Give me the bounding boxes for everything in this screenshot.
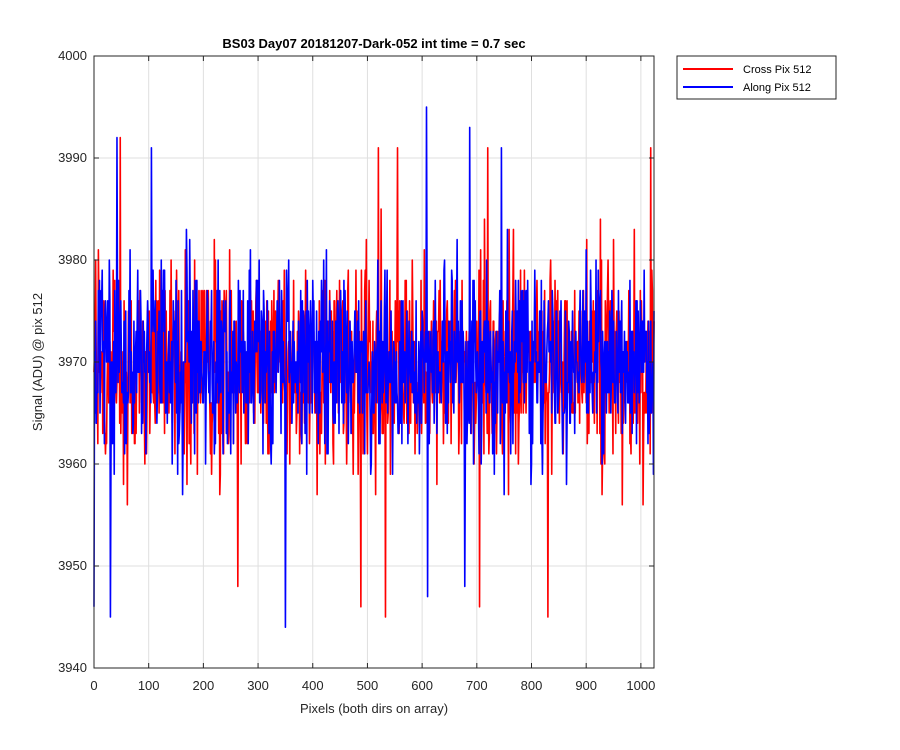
x-tick-label: 700 (466, 678, 488, 693)
y-tick-label: 4000 (58, 48, 87, 63)
chart-title: BS03 Day07 20181207-Dark-052 int time = … (222, 36, 525, 51)
x-tick-label: 300 (247, 678, 269, 693)
legend: Cross Pix 512 Along Pix 512 (676, 55, 837, 100)
x-tick-label: 100 (138, 678, 160, 693)
y-tick-label: 3990 (58, 150, 87, 165)
x-tick-label: 1000 (626, 678, 655, 693)
y-tick-label: 3950 (58, 558, 87, 573)
legend-box (676, 55, 837, 100)
x-tick-label: 600 (411, 678, 433, 693)
x-tick-label: 800 (521, 678, 543, 693)
x-tick-label: 500 (357, 678, 379, 693)
x-tick-label: 900 (575, 678, 597, 693)
y-axis-label: Signal (ADU) @ pix 512 (30, 293, 45, 431)
y-tick-label: 3970 (58, 354, 87, 369)
x-tick-labels: 0 100 200 300 400 500 600 700 800 900 1000 (90, 678, 655, 693)
y-tick-label: 3940 (58, 660, 87, 675)
ticks (93, 55, 654, 669)
y-tick-label: 3980 (58, 252, 87, 267)
x-tick-label: 200 (193, 678, 215, 693)
x-tick-label: 400 (302, 678, 324, 693)
x-axis-label: Pixels (both dirs on array) (300, 701, 448, 716)
x-tick-label: 0 (90, 678, 97, 693)
y-tick-label: 3960 (58, 456, 87, 471)
series-layer (93, 106, 655, 628)
series-line-along-pix-512 (93, 106, 655, 628)
y-tick-labels: 3940 3950 3960 3970 3980 3990 4000 (58, 48, 87, 675)
legend-label-along: Along Pix 512 (743, 82, 811, 94)
legend-label-cross: Cross Pix 512 (743, 64, 811, 76)
